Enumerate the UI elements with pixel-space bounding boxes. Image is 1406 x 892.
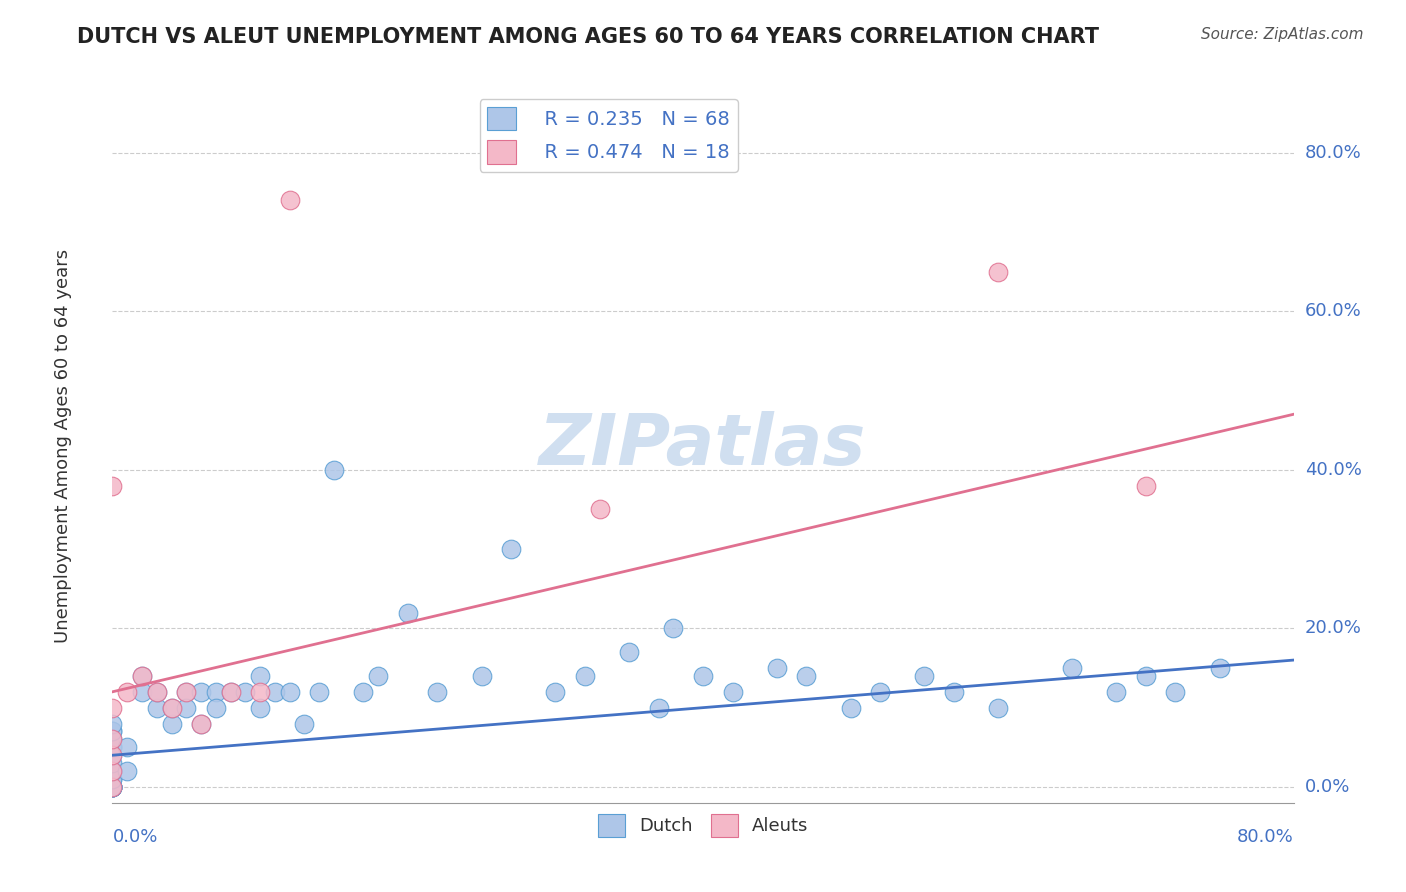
Point <box>146 700 169 714</box>
Point <box>190 685 212 699</box>
Point <box>101 780 124 794</box>
Point <box>205 700 228 714</box>
Point <box>101 780 124 794</box>
Point <box>987 700 1010 714</box>
Point <box>101 764 124 778</box>
Point <box>101 780 124 794</box>
Point <box>174 700 197 714</box>
Point <box>190 716 212 731</box>
Point <box>219 685 242 699</box>
Text: Source: ZipAtlas.com: Source: ZipAtlas.com <box>1201 27 1364 42</box>
Point <box>264 685 287 699</box>
Point <box>101 740 124 755</box>
Point <box>1164 685 1187 699</box>
Point <box>101 780 124 794</box>
Point <box>367 669 389 683</box>
Point <box>1062 661 1084 675</box>
Point <box>249 669 271 683</box>
Point <box>101 478 124 492</box>
Point <box>101 772 124 786</box>
Point <box>101 764 124 778</box>
Point <box>101 740 124 755</box>
Point <box>692 669 714 683</box>
Point <box>619 645 641 659</box>
Point <box>942 685 965 699</box>
Point <box>146 685 169 699</box>
Point <box>352 685 374 699</box>
Point <box>101 772 124 786</box>
Point <box>426 685 449 699</box>
Point <box>323 463 346 477</box>
Point <box>1135 478 1157 492</box>
Point <box>101 724 124 739</box>
Point <box>278 193 301 207</box>
Point <box>233 685 256 699</box>
Point <box>101 748 124 763</box>
Point <box>766 661 789 675</box>
Point <box>987 264 1010 278</box>
Text: 0.0%: 0.0% <box>1305 778 1350 796</box>
Point <box>544 685 567 699</box>
Point <box>101 724 124 739</box>
Point <box>101 756 124 771</box>
Point <box>101 780 124 794</box>
Point <box>1135 669 1157 683</box>
Point <box>574 669 596 683</box>
Text: ZIPatlas: ZIPatlas <box>540 411 866 481</box>
Legend: Dutch, Aleuts: Dutch, Aleuts <box>591 807 815 844</box>
Text: 80.0%: 80.0% <box>1237 828 1294 846</box>
Point <box>101 700 124 714</box>
Point <box>101 780 124 794</box>
Point <box>131 669 153 683</box>
Point <box>249 700 271 714</box>
Point <box>160 700 183 714</box>
Point <box>190 716 212 731</box>
Text: 40.0%: 40.0% <box>1305 461 1361 479</box>
Point <box>101 780 124 794</box>
Text: DUTCH VS ALEUT UNEMPLOYMENT AMONG AGES 60 TO 64 YEARS CORRELATION CHART: DUTCH VS ALEUT UNEMPLOYMENT AMONG AGES 6… <box>77 27 1099 46</box>
Point <box>174 685 197 699</box>
Point <box>101 716 124 731</box>
Text: 80.0%: 80.0% <box>1305 144 1361 161</box>
Point <box>146 685 169 699</box>
Point <box>205 685 228 699</box>
Point <box>101 764 124 778</box>
Point <box>839 700 862 714</box>
Point <box>131 685 153 699</box>
Point <box>101 732 124 747</box>
Point <box>1208 661 1232 675</box>
Point <box>308 685 330 699</box>
Point <box>396 606 419 620</box>
Point <box>796 669 818 683</box>
Point <box>160 716 183 731</box>
Point <box>662 621 685 635</box>
Point <box>501 542 523 557</box>
Point <box>219 685 242 699</box>
Point <box>914 669 936 683</box>
Point <box>278 685 301 699</box>
Point <box>174 685 197 699</box>
Point <box>160 700 183 714</box>
Text: 60.0%: 60.0% <box>1305 302 1361 320</box>
Point <box>869 685 891 699</box>
Point <box>292 716 315 731</box>
Point <box>117 764 138 778</box>
Point <box>101 780 124 794</box>
Point <box>117 740 138 755</box>
Text: Unemployment Among Ages 60 to 64 years: Unemployment Among Ages 60 to 64 years <box>55 249 72 643</box>
Point <box>101 732 124 747</box>
Point <box>588 502 610 516</box>
Text: 0.0%: 0.0% <box>112 828 157 846</box>
Point <box>101 780 124 794</box>
Point <box>1105 685 1128 699</box>
Point <box>117 685 138 699</box>
Point <box>470 669 494 683</box>
Point <box>647 700 671 714</box>
Text: 20.0%: 20.0% <box>1305 619 1361 638</box>
Point <box>721 685 744 699</box>
Point <box>131 669 153 683</box>
Point <box>101 748 124 763</box>
Point <box>249 685 271 699</box>
